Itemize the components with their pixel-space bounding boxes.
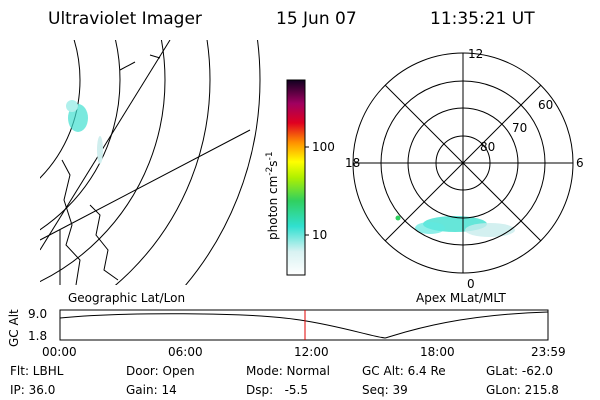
info: Door: Open [126, 364, 195, 378]
info: Dsp: -5.5 [246, 383, 308, 397]
polar-label: Apex MLat/MLT [416, 291, 506, 305]
colorbar-label: photon cm-2s-1 [265, 151, 280, 240]
hour-label: 12 [468, 47, 483, 61]
hour-label: 6 [576, 156, 584, 170]
time-tick: 23:59 [531, 345, 566, 359]
hour-label: 0 [467, 277, 475, 291]
time-tick: 12:00 [294, 345, 329, 359]
alt-label: GC Alt [7, 309, 21, 347]
alt-tick: 1.8 [28, 329, 47, 343]
lat-label: 80 [480, 140, 495, 154]
info: Flt: LBHL [10, 364, 64, 378]
info: Mode: Normal [246, 364, 330, 378]
info: Seq: 39 [362, 383, 408, 397]
geo-map [40, 40, 261, 285]
time-tick: 06:00 [168, 345, 203, 359]
info: IP: 36.0 [10, 383, 55, 397]
info: Gain: 14 [126, 383, 177, 397]
info: GLat: -62.0 [486, 364, 553, 378]
polar-plot: 12 6 0 18 60 70 80 [345, 47, 584, 291]
time: 11:35:21 UT [430, 9, 535, 29]
date: 15 Jun 07 [276, 9, 357, 29]
time-tick: 00:00 [42, 345, 77, 359]
info: GLon: 215.8 [486, 383, 559, 397]
lat-label: 70 [512, 121, 527, 135]
hour-label: 18 [345, 156, 360, 170]
title: Ultraviolet Imager [48, 9, 202, 29]
colorbar-tick: 100 [312, 140, 335, 154]
info: GC Alt: 6.4 Re [362, 364, 446, 378]
colorbar [286, 79, 306, 276]
alt-tick: 9.0 [28, 307, 47, 321]
map-label: Geographic Lat/Lon [68, 291, 185, 305]
lat-label: 60 [538, 98, 553, 112]
colorbar-tick: 10 [312, 228, 327, 242]
footer: Flt: LBHL Door: Open Mode: Normal GC Alt… [10, 364, 559, 397]
timeline: 9.0 1.8 GC Alt 00:00 06:00 12:00 18:00 2… [7, 307, 566, 359]
time-tick: 18:00 [420, 345, 455, 359]
